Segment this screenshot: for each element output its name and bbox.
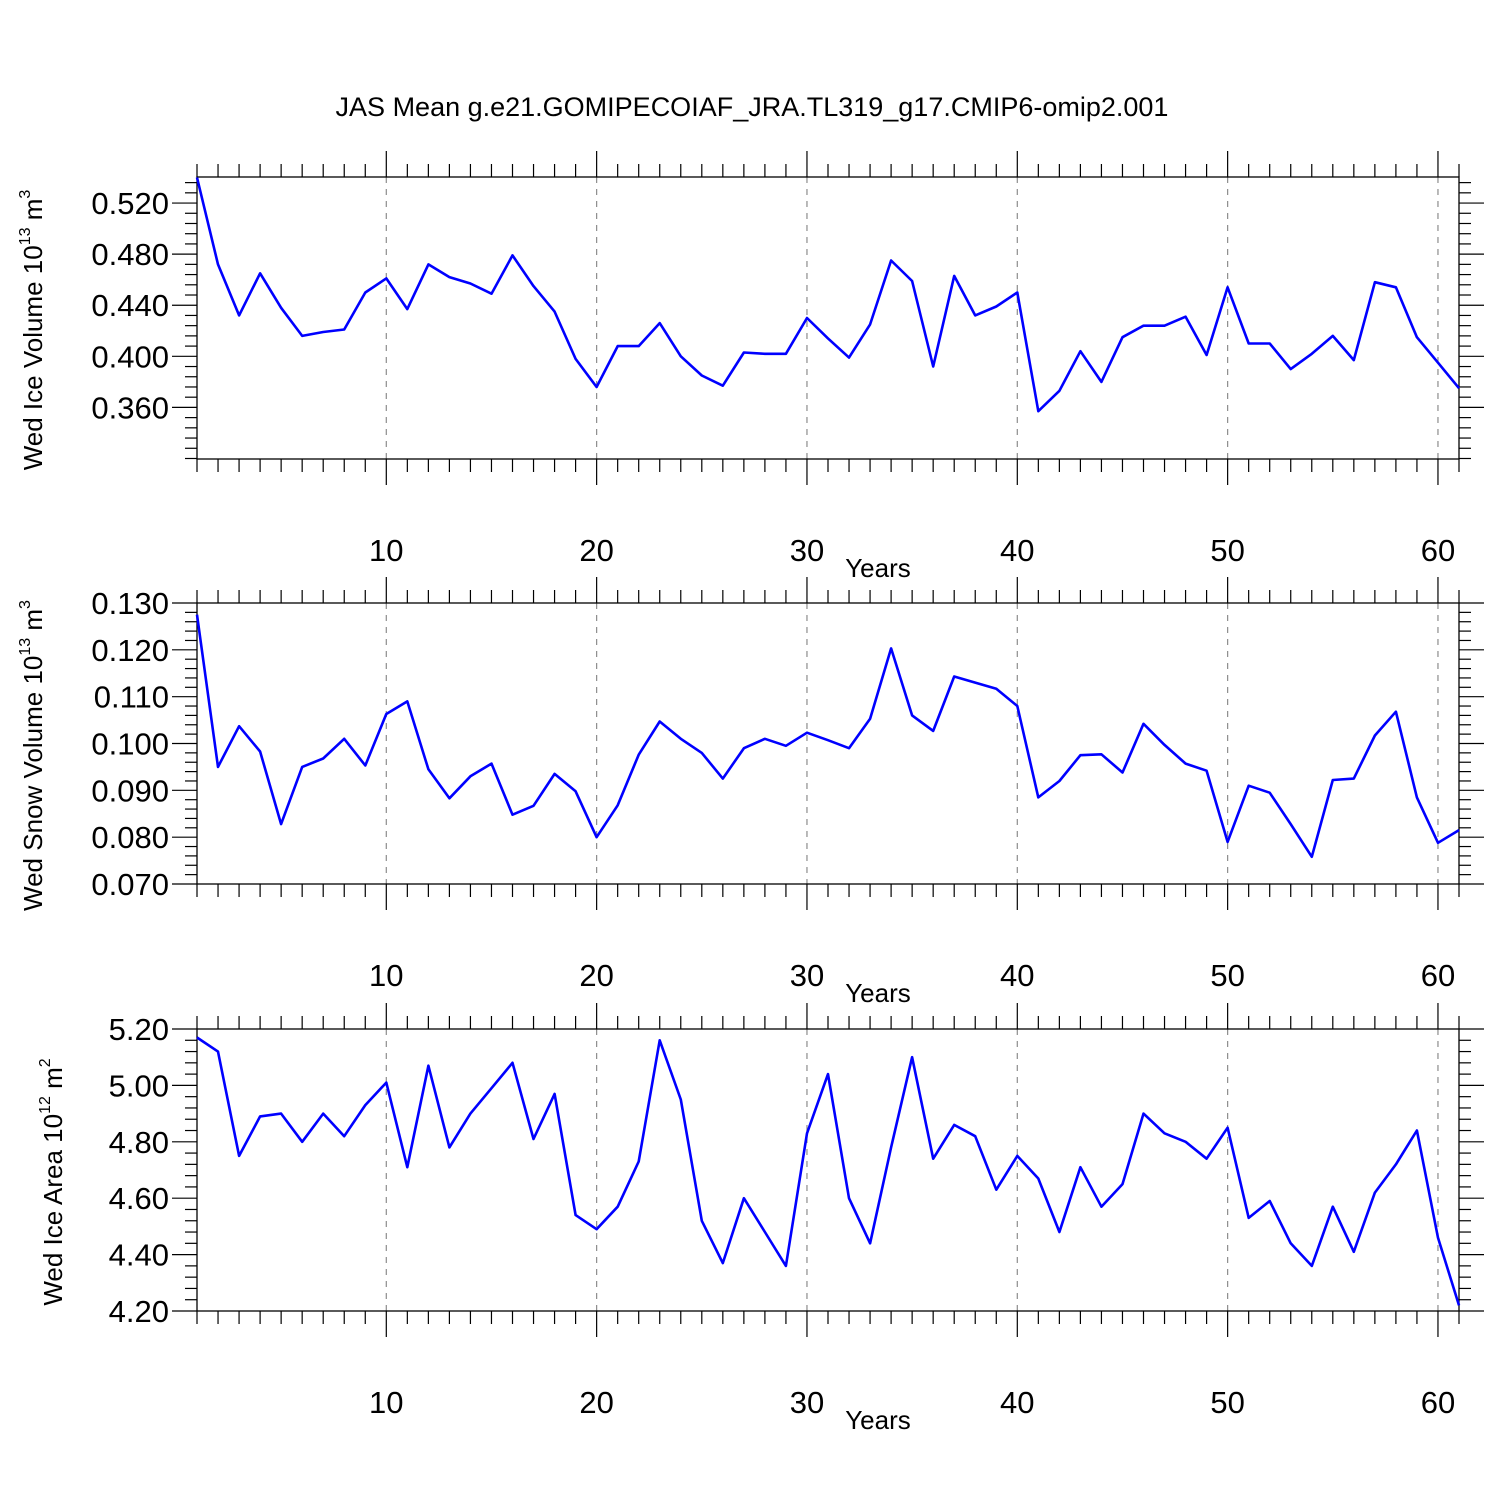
x-tick-label: 60 [1421,533,1455,568]
y-axis-label: Wed Ice Area 1012 m2 [37,1058,68,1305]
x-tick-label: 10 [369,958,403,993]
panel-3: 4.20 4.40 4.60 4.80 5.00 5.20 10 20 30 40 50 60 Year… [37,1003,1484,1435]
y-tick-label: 4.80 [109,1125,169,1160]
y-tick-label: 0.400 [91,339,169,374]
y-tick-label: 4.60 [109,1181,169,1216]
y-tick-label: 0.130 [91,586,169,621]
panel-1: 0.360 0.400 0.440 0.480 0.520 10 20 30 40 50 60 Yea… [17,151,1484,583]
y-tick-label: 0.360 [91,390,169,425]
x-tick-label: 40 [1000,533,1034,568]
plot-frame [196,1028,1460,1312]
series-line [195,177,1461,413]
x-tick-label: 20 [579,1385,613,1420]
x-tick-label: 30 [790,1385,824,1420]
x-tick-label: 50 [1210,1385,1244,1420]
x-axis-label: Years [845,978,911,1008]
plot-frame [196,602,1460,885]
x-tick-label: 20 [579,533,613,568]
y-tick-label: 0.100 [91,727,169,762]
x-tick-label: 50 [1210,958,1244,993]
x-tick-label: 10 [369,533,403,568]
y-tick-label: 4.20 [109,1294,169,1329]
y-axis-label: Wed Ice Volume 1013 m3 [17,190,48,471]
x-axis-label: Years [845,1405,911,1435]
y-tick-label: 0.080 [91,820,169,855]
y-tick-label: 0.070 [91,867,169,902]
x-tick-label: 10 [369,1385,403,1420]
x-tick-label: 60 [1421,1385,1455,1420]
x-axis-label: Years [845,553,911,583]
y-axis-label: Wed Snow Volume 1013 m3 [17,600,48,911]
x-tick-label: 30 [790,958,824,993]
x-tick-label: 20 [579,958,613,993]
series-line [195,614,1460,859]
x-tick-label: 40 [1000,1385,1034,1420]
y-tick-label: 4.40 [109,1238,169,1273]
y-tick-label: 5.20 [109,1012,169,1047]
panel-2: 0.070 0.080 0.090 0.100 0.110 0.120 0.130 10 20 3… [17,577,1484,1008]
y-tick-label: 0.120 [91,633,169,668]
chart-title: JAS Mean g.e21.GOMIPECOIAF_JRA.TL319_g17… [336,92,1169,122]
x-tick-label: 60 [1421,958,1455,993]
y-tick-label: 0.090 [91,773,169,808]
y-tick-label: 0.480 [91,237,169,272]
y-tick-label: 0.440 [91,288,169,323]
y-tick-label: 0.110 [94,680,169,715]
y-tick-label: 5.00 [109,1068,169,1103]
x-tick-label: 40 [1000,958,1034,993]
series-line [196,1036,1461,1306]
plot-frame [196,176,1460,460]
x-tick-label: 30 [790,533,824,568]
y-tick-label: 0.520 [91,186,169,221]
x-tick-label: 50 [1210,533,1244,568]
